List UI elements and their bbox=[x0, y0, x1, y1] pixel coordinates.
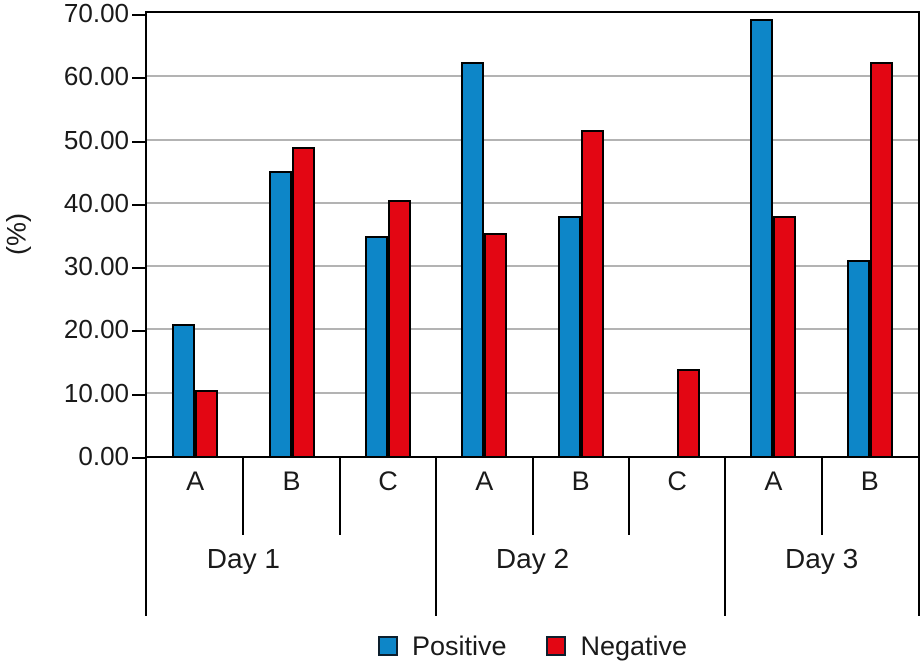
x-category-label-7-A: A bbox=[764, 466, 783, 496]
legend-swatch-negative bbox=[546, 636, 567, 656]
category-separator bbox=[627, 456, 630, 535]
day-separator bbox=[724, 456, 727, 616]
y-axis-tick-label-60: 60.00 bbox=[63, 61, 129, 92]
bar-negative-cell7-A bbox=[773, 215, 797, 456]
bar-positive-cell8-B bbox=[846, 259, 870, 456]
bar-negative-cell5-B bbox=[580, 130, 604, 456]
x-category-label-1-A: A bbox=[186, 466, 205, 496]
bar-positive-cell7-A bbox=[750, 19, 774, 456]
bar-negative-cell4-A bbox=[484, 233, 508, 456]
x-category-label-4-A: A bbox=[475, 466, 494, 496]
y-axis-tick-label-0: 0.00 bbox=[78, 441, 129, 471]
gridline-10 bbox=[147, 391, 918, 394]
y-axis-tick-label-20: 20.00 bbox=[63, 314, 129, 345]
bar-negative-cell8-B bbox=[869, 62, 893, 456]
y-axis-tick-50 bbox=[132, 140, 145, 143]
day-group-label-2: Day 2 bbox=[495, 543, 570, 574]
y-axis-tick-60 bbox=[132, 77, 145, 80]
y-axis-tick-label-40: 40.00 bbox=[63, 187, 129, 218]
category-separator bbox=[531, 456, 534, 535]
y-axis-tick-20 bbox=[132, 330, 145, 333]
legend-item-positive: Positive bbox=[377, 631, 507, 661]
day-separator bbox=[145, 456, 147, 616]
x-category-label-6-C: C bbox=[667, 466, 687, 496]
x-category-label-3-C: C bbox=[378, 466, 398, 496]
legend-item-negative: Negative bbox=[546, 632, 687, 660]
x-category-label-5-B: B bbox=[571, 466, 590, 496]
day-group-label-3: Day 3 bbox=[785, 543, 859, 574]
chart-legend: Positive Negative bbox=[145, 632, 920, 660]
plot-area bbox=[132, 11, 920, 459]
bar-negative-cell1-A bbox=[195, 389, 219, 456]
bar-negative-cell3-C bbox=[387, 199, 411, 456]
day-group-label-1: Day 1 bbox=[206, 543, 280, 574]
y-axis-tick-10 bbox=[132, 393, 145, 396]
y-axis-tick-30 bbox=[132, 267, 145, 270]
y-axis-tick-40 bbox=[132, 203, 145, 206]
bar-positive-cell3-C bbox=[364, 236, 388, 456]
y-axis-tick-label-10: 10.00 bbox=[63, 377, 129, 408]
bar-positive-cell2-B bbox=[268, 171, 292, 456]
bar-positive-cell1-A bbox=[172, 324, 196, 456]
y-axis-title: (%) bbox=[1, 213, 32, 255]
y-axis-tick-0 bbox=[132, 457, 145, 459]
category-separator bbox=[242, 456, 245, 535]
legend-swatch-positive bbox=[377, 636, 398, 656]
bar-positive-cell4-A bbox=[461, 62, 485, 456]
category-separator bbox=[338, 456, 341, 535]
x-category-label-2-B: B bbox=[282, 466, 301, 496]
plot-inner bbox=[147, 13, 918, 456]
y-axis-tick-label-70: 70.00 bbox=[63, 0, 129, 28]
legend-label-positive: Positive bbox=[411, 631, 507, 661]
day-separator bbox=[918, 456, 920, 616]
day-separator bbox=[435, 456, 438, 616]
category-separator bbox=[820, 456, 823, 535]
y-axis-tick-label-30: 30.00 bbox=[63, 251, 129, 282]
legend-label-negative: Negative bbox=[580, 631, 688, 661]
gridline-30 bbox=[147, 265, 918, 268]
gridline-60 bbox=[147, 75, 918, 78]
gridline-40 bbox=[147, 201, 918, 204]
bar-negative-cell2-B bbox=[291, 147, 315, 456]
bar-negative-cell6-C bbox=[677, 369, 701, 456]
bar-positive-cell5-B bbox=[557, 215, 581, 456]
gridline-20 bbox=[147, 328, 918, 331]
x-category-label-8-B: B bbox=[860, 466, 879, 496]
y-axis-tick-70 bbox=[132, 14, 145, 16]
y-axis-tick-label-50: 50.00 bbox=[63, 124, 129, 155]
gridline-50 bbox=[147, 138, 918, 141]
